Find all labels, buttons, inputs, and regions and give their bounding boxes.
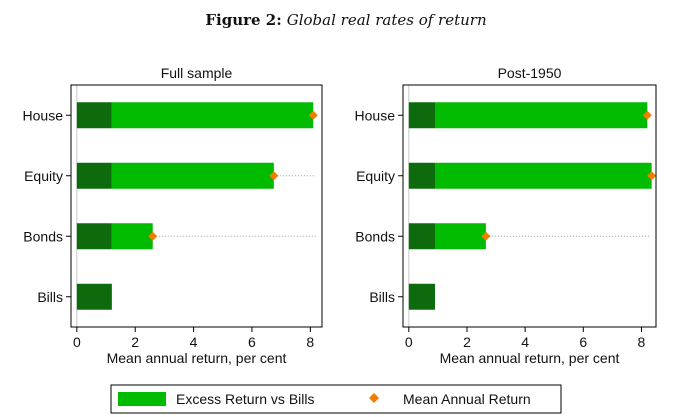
bar-bills-bills (408, 283, 435, 310)
plot-frame (70, 84, 323, 328)
x-tick-label-6: 6 (579, 334, 587, 350)
bar-excess-bonds (111, 223, 153, 250)
category-label-bonds: Bonds (23, 228, 63, 244)
x-axis-label: Mean annual return, per cent (107, 350, 287, 366)
x-tick-label-4: 4 (521, 334, 529, 350)
bar-bills-bonds (408, 223, 435, 250)
mean-marker-bonds (481, 231, 491, 241)
bar-excess-equity (111, 162, 274, 189)
category-label-equity: Equity (24, 168, 63, 184)
category-label-equity: Equity (356, 168, 395, 184)
mean-marker-bonds (148, 231, 158, 241)
x-tick-label-8: 8 (306, 334, 314, 350)
category-label-bonds: Bonds (355, 228, 395, 244)
category-label-bills: Bills (37, 289, 63, 305)
bar-bills-bonds (76, 223, 112, 250)
legend-mean-marker (369, 393, 379, 403)
bar-excess-house (434, 102, 648, 129)
x-axis-label: Mean annual return, per cent (440, 350, 620, 366)
panel-title: Full sample (161, 65, 233, 81)
x-tick-label-4: 4 (190, 334, 198, 350)
legend-excess-swatch (118, 392, 166, 406)
bar-excess-equity (434, 162, 652, 189)
plot-frame (402, 84, 657, 328)
mean-marker-house (308, 110, 318, 120)
bar-bills-house (76, 102, 112, 129)
figure-title: Figure 2: Global real rates of return (205, 11, 486, 29)
mean-marker-house (642, 110, 652, 120)
mean-marker-equity (269, 171, 279, 181)
x-tick-label-0: 0 (73, 334, 81, 350)
bar-bills-equity (408, 162, 435, 189)
legend-box (110, 384, 562, 414)
panel-post-1950: Post-1950 House Equity Bonds Bills 0 2 4 6 8 Mean … (355, 65, 657, 366)
bar-excess-house (111, 102, 314, 129)
legend-excess-label: Excess Return vs Bills (176, 391, 314, 407)
x-tick-label-0: 0 (405, 334, 413, 350)
panel-title: Post-1950 (498, 65, 562, 81)
bar-bills-house (408, 102, 435, 129)
category-label-bills: Bills (369, 289, 395, 305)
x-tick-label-2: 2 (131, 334, 139, 350)
mean-marker-equity (647, 171, 657, 181)
bar-bills-equity (76, 162, 112, 189)
legend-mean-label: Mean Annual Return (403, 391, 531, 407)
figure-caption: Global real rates of return (287, 11, 487, 29)
figure-number: Figure 2: (205, 11, 281, 29)
x-tick-label-6: 6 (248, 334, 256, 350)
x-tick-label-8: 8 (638, 334, 646, 350)
category-label-house: House (355, 107, 396, 123)
x-tick-label-2: 2 (463, 334, 471, 350)
bar-bills-bills (76, 283, 112, 310)
panel-full-sample: Full sample House Equity Bonds Bills 0 2 4 6 8 Mea… (23, 65, 323, 366)
bar-excess-bonds (434, 223, 486, 250)
category-label-house: House (23, 107, 64, 123)
legend: Excess Return vs Bills Mean Annual Retur… (110, 384, 562, 414)
